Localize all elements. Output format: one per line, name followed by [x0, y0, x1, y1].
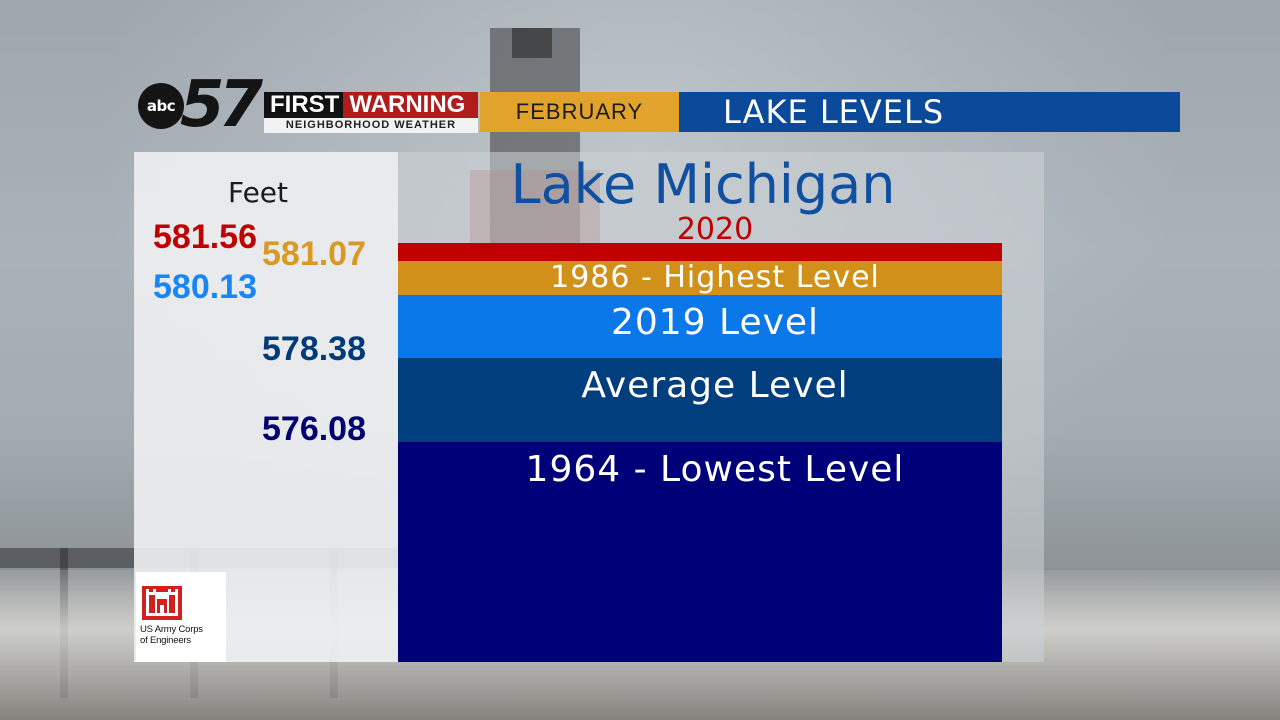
- value-2019: 580.13: [153, 268, 257, 306]
- usace-text-line2: of Engineers: [140, 635, 191, 646]
- label-1986: 1986 - Highest Level: [550, 260, 880, 295]
- channel-number: 57: [180, 68, 263, 142]
- usace-logo: US Army Corps of Engineers: [136, 572, 226, 662]
- first-warning-badge: FIRST WARNING: [264, 92, 478, 118]
- chart-title: Lake Michigan: [510, 153, 896, 216]
- header-bar: abc 57 FIRST WARNING NEIGHBORHOOD WEATHE…: [136, 68, 1180, 142]
- usace-text-line1: US Army Corps: [140, 624, 203, 635]
- station-logo: abc 57: [136, 68, 266, 142]
- value-1964: 576.08: [262, 410, 366, 448]
- abc-logo: abc: [138, 83, 184, 129]
- label-2019: 2019 Level: [610, 302, 820, 343]
- neighborhood-weather-label: NEIGHBORHOOD WEATHER: [264, 118, 478, 133]
- value-2020: 581.56: [153, 218, 257, 256]
- month-label: FEBRUARY: [480, 92, 679, 132]
- topic-label: LAKE LEVELS: [679, 92, 1180, 132]
- castle-icon: [142, 586, 182, 620]
- bar-1964: [398, 442, 1002, 662]
- label-average: Average Level: [581, 365, 849, 406]
- warning-label: WARNING: [343, 92, 478, 118]
- lighthouse-lantern: [512, 28, 552, 58]
- bar-average: [398, 358, 1002, 442]
- value-1986: 581.07: [262, 235, 366, 273]
- label-2020: 2020: [676, 212, 754, 247]
- unit-label: Feet: [228, 176, 289, 209]
- first-label: FIRST: [264, 92, 344, 118]
- usace-text: US Army Corps of Engineers: [140, 624, 226, 646]
- bar-1986: [398, 261, 1002, 295]
- bar-2020: [398, 243, 1002, 261]
- bar-2019: [398, 295, 1002, 358]
- value-average: 578.38: [262, 330, 366, 368]
- label-1964: 1964 - Lowest Level: [525, 449, 905, 490]
